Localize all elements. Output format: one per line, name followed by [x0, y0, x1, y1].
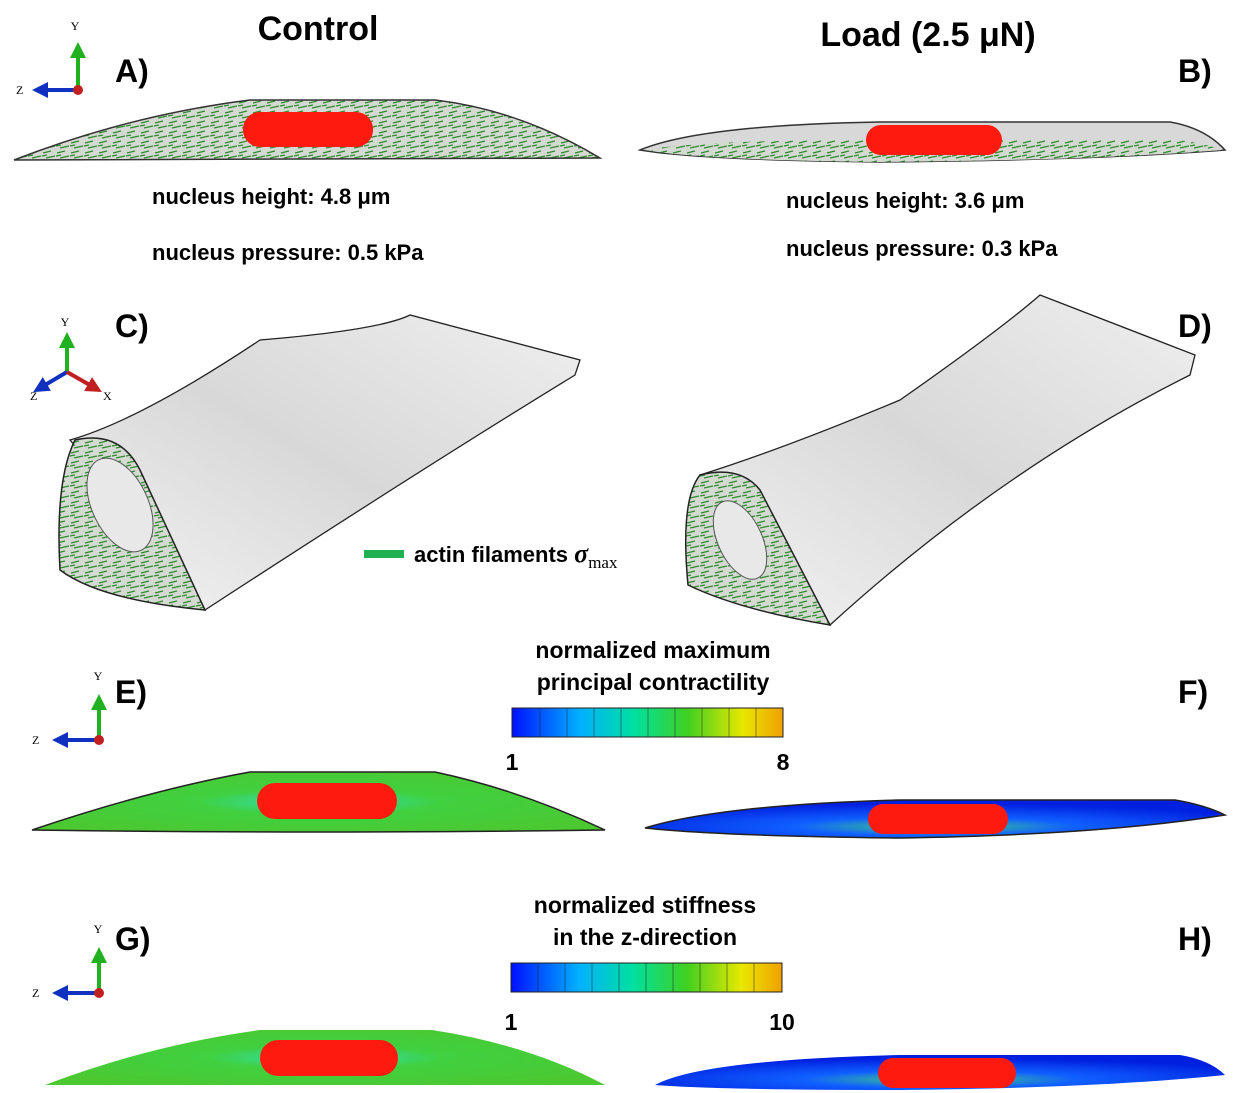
panel-label: H): [1178, 921, 1212, 957]
panel-label: F): [1178, 674, 1208, 710]
nucleus: [866, 125, 1002, 155]
colorbar-title: normalized stiffness: [534, 892, 756, 918]
axis-letter: Y: [94, 922, 103, 936]
axis-letter: X: [103, 389, 112, 403]
annotation: nucleus pressure: 0.5 kPa: [152, 240, 424, 265]
axis-letter: Z: [32, 733, 39, 747]
panel-label: B): [1178, 53, 1212, 89]
panel-label: C): [115, 308, 149, 344]
panel-label: A): [115, 53, 149, 89]
nucleus: [868, 804, 1008, 834]
axis-letter: Y: [71, 19, 80, 33]
colorbar: [512, 708, 783, 737]
legend-subscript: max: [588, 553, 618, 572]
annotation: nucleus pressure: 0.3 kPa: [786, 236, 1058, 261]
legend-swatch: [364, 550, 404, 558]
annotation: nucleus height: 4.8 μm: [152, 184, 390, 209]
colorbar-max: 8: [777, 749, 790, 775]
axis-triad: Y Z: [32, 922, 104, 1000]
legend-label: actin filaments σmax: [414, 539, 618, 572]
axis-triad: Y Z X: [30, 315, 112, 403]
axis-triad: Y Z: [16, 19, 83, 97]
colorbar-min: 1: [506, 749, 519, 775]
legend-text: actin filaments: [414, 542, 568, 567]
colorbar-min: 1: [505, 1009, 518, 1035]
annotation: nucleus height: 3.6 μm: [786, 188, 1024, 213]
panel-label: G): [115, 921, 151, 957]
colorbar-title: normalized maximum: [535, 637, 770, 663]
panel-label: E): [115, 674, 147, 710]
colorbar-title: principal contractility: [537, 669, 770, 695]
colorbar-max: 10: [769, 1009, 795, 1035]
axis-letter: Y: [94, 669, 103, 683]
nucleus: [878, 1058, 1016, 1088]
axis-triad: Y Z: [32, 669, 104, 747]
colorbar: [511, 963, 782, 992]
nucleus: [243, 112, 373, 147]
panel-label: D): [1178, 308, 1212, 344]
figure: Control Load (2.5 μN) A) B) C) D) E) F) …: [0, 0, 1239, 1093]
colorbar-title: in the z-direction: [553, 924, 737, 950]
axis-letter: Z: [32, 986, 39, 1000]
nucleus: [257, 783, 397, 819]
axis-letter: Y: [61, 315, 70, 329]
column-header: Load (2.5 μN): [820, 16, 1035, 54]
axis-letter: Z: [30, 389, 37, 403]
axis-letter: Z: [16, 83, 23, 97]
nucleus: [260, 1040, 398, 1076]
legend-symbol: σ: [574, 539, 589, 568]
column-header: Control: [258, 10, 379, 48]
